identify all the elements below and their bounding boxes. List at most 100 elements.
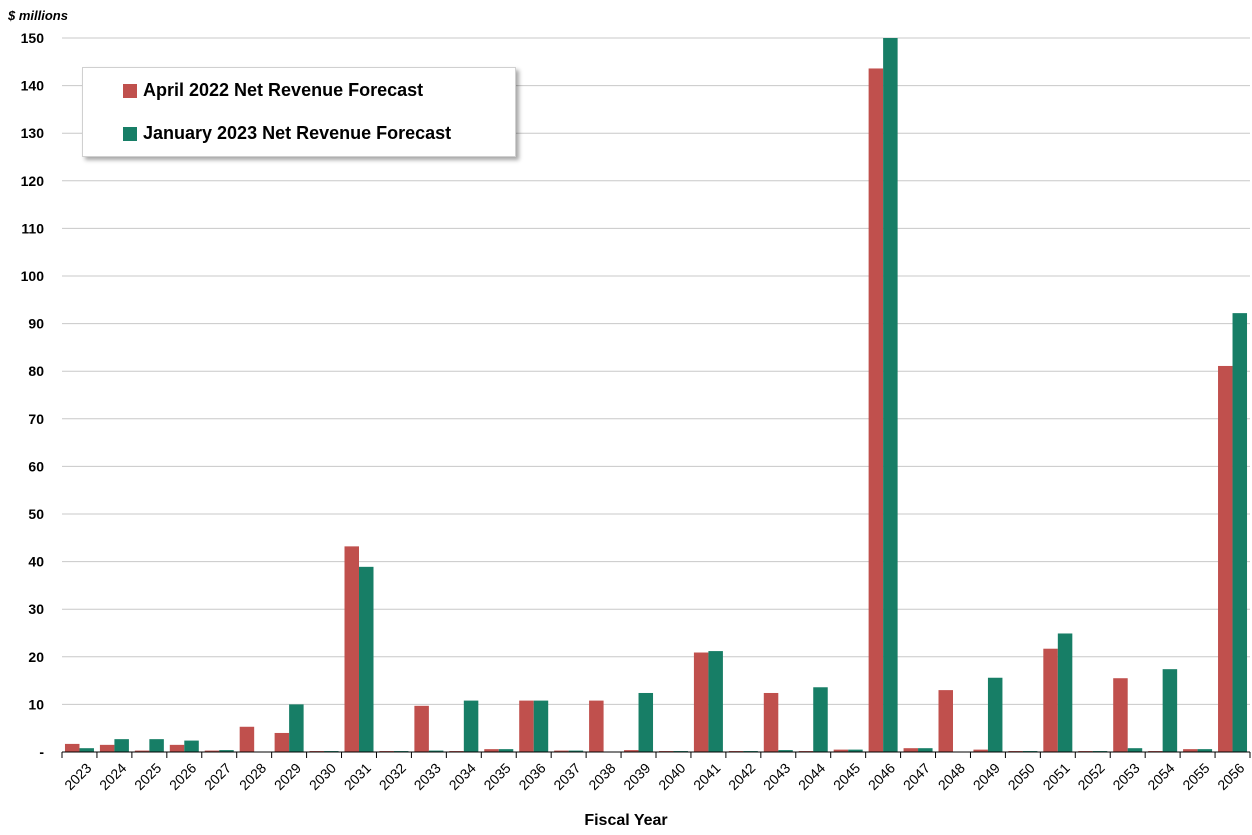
bar-january-2023-2051 [1057,633,1073,752]
legend-swatch-red [123,83,137,98]
bar-april-2022-2033 [414,705,429,752]
x-tick-label: 2034 [446,760,479,793]
bar-april-2022-2026 [169,744,185,752]
bar-april-2022-2048 [938,690,953,752]
legend: April 2022 Net Revenue Forecast January … [82,67,516,157]
y-tick-label: 60 [28,458,44,474]
bar-january-2023-2045 [848,749,863,752]
y-tick-label: 130 [21,125,45,141]
bar-april-2022-2038 [589,700,604,752]
bar-april-2022-2047 [903,748,919,752]
y-tick-label: 70 [28,411,44,427]
bar-april-2022-2035 [484,749,499,752]
y-tick-label: 140 [21,78,45,94]
x-tick-label: 2047 [900,760,933,793]
bar-april-2022-2031 [344,546,359,752]
y-tick-label: 100 [21,268,45,284]
x-tick-label: 2027 [201,760,234,793]
y-tick-label: 110 [21,220,44,236]
bar-april-2022-2053 [1113,678,1128,752]
bar-january-2023-2033 [428,750,444,752]
bar-january-2023-2044 [813,687,828,752]
x-tick-label: 2042 [725,760,758,793]
bar-april-2022-2037 [554,750,569,752]
bar-april-2022-2039 [624,750,639,752]
x-tick-label: 2046 [865,760,898,793]
x-tick-label: 2032 [376,760,409,793]
x-tick-label: 2052 [1074,760,1107,793]
x-tick-label: 2028 [236,760,269,793]
x-tick-label: 2026 [166,760,199,793]
bar-january-2023-2026 [184,740,199,752]
bar-january-2023-2034 [463,700,479,752]
x-tick-label: 2051 [1040,760,1073,793]
x-tick-label: 2045 [830,760,863,793]
x-tick-label: 2043 [760,760,793,793]
bar-april-2022-2041 [693,652,709,752]
bar-january-2023-2035 [498,749,514,752]
y-tick-label: 80 [28,363,44,379]
y-tick-label: - [39,744,44,760]
x-tick-label: 2041 [690,760,723,793]
y-tick-label: 20 [28,649,44,665]
bar-april-2022-2055 [1183,749,1198,752]
x-tick-label: 2050 [1005,760,1038,793]
bar-january-2023-2039 [638,692,654,752]
bar-january-2023-2025 [149,739,164,752]
x-tick-label: 2048 [935,760,968,793]
x-tick-label: 2054 [1144,760,1177,793]
bar-january-2023-2037 [568,750,584,752]
legend-label-january-2023: January 2023 Net Revenue Forecast [143,123,452,143]
x-tick-label: 2040 [655,760,688,793]
x-tick-label: 2035 [480,760,513,793]
y-tick-label: 150 [21,30,45,46]
bar-april-2022-2043 [763,692,779,752]
x-tick-label: 2031 [341,760,374,793]
bar-january-2023-2027 [219,750,234,752]
x-tick-label: 2056 [1214,760,1247,793]
legend-item-april-2022: April 2022 Net Revenue Forecast [123,80,423,101]
x-tick-label: 2055 [1179,760,1212,793]
bar-january-2023-2041 [708,651,723,752]
bar-april-2022-2024 [99,744,115,752]
y-tick-label: 50 [28,506,44,522]
bar-january-2023-2024 [114,739,129,752]
legend-swatch-green [123,126,137,141]
bar-april-2022-2049 [973,749,988,752]
bar-april-2022-2046 [868,68,884,753]
x-tick-label: 2037 [550,760,583,793]
y-tick-label: 30 [28,601,44,617]
bar-april-2022-2056 [1218,365,1233,752]
x-tick-label: 2024 [96,760,129,793]
x-axis-title: Fiscal Year [584,812,668,829]
legend-item-january-2023: January 2023 Net Revenue Forecast [123,123,451,144]
bar-april-2022-2051 [1043,648,1058,752]
bar-january-2023-2055 [1197,749,1213,752]
bar-january-2023-2047 [918,748,933,752]
bar-january-2023-2049 [987,677,1003,752]
bar-january-2023-2056 [1232,313,1248,752]
bar-january-2023-2031 [359,566,374,752]
bar-january-2023-2023 [79,748,94,752]
bar-april-2022-2029 [274,732,290,752]
axes: -102030405060708090100110120130140150202… [21,30,1251,793]
bar-april-2022-2028 [239,726,255,752]
legend-label-april-2022: April 2022 Net Revenue Forecast [143,80,424,100]
bar-april-2022-2025 [134,750,150,752]
y-tick-label: 10 [28,696,44,712]
bar-january-2023-2046 [883,38,898,752]
bar-april-2022-2027 [204,750,220,752]
bars [64,38,1248,753]
x-tick-label: 2038 [585,760,618,793]
x-tick-label: 2033 [411,760,444,793]
y-tick-label: 40 [28,554,44,570]
bar-april-2022-2036 [519,700,534,752]
bar-april-2022-2045 [833,749,849,752]
y-tick-label: 120 [21,173,45,189]
bar-january-2023-2054 [1162,669,1178,752]
x-tick-label: 2025 [131,760,164,793]
y-unit-label: $ millions [8,8,68,23]
gridlines [62,37,1250,705]
